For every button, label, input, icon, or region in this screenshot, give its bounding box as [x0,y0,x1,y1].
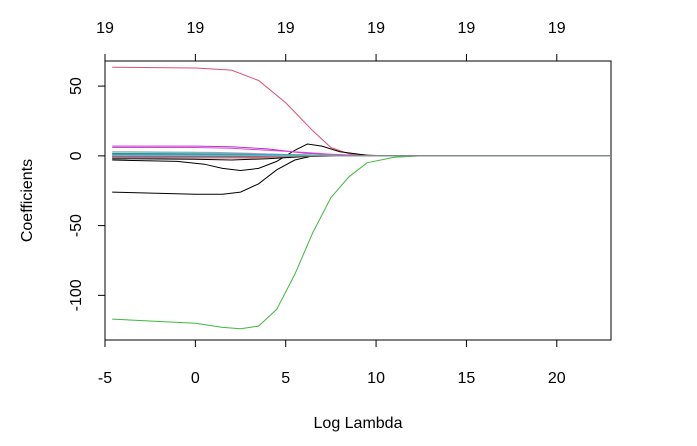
x-tick-label: 15 [458,370,476,387]
x-tick-label: 20 [548,370,566,387]
series-line-19 [112,155,611,159]
top-tick-label: 19 [458,20,476,37]
x-tick-label: 10 [367,370,385,387]
x-tick-label: 0 [191,370,200,387]
series-line-1 [112,66,611,157]
y-tick-label: -50 [68,214,85,237]
y-tick-label: 50 [68,77,85,95]
top-tick-label: 19 [548,20,566,37]
y-tick-label: 0 [68,151,85,160]
top-tick-label: 19 [96,20,114,37]
top-tick-label: 19 [277,20,295,37]
top-tick-label: 19 [367,20,385,37]
series-layer [112,66,611,330]
y-axis-label: Coefficients [19,159,36,242]
x-axis-label: Log Lambda [314,415,403,432]
series-line-2 [112,155,611,330]
x-tick-label: -5 [98,370,112,387]
plot-area-frame [104,60,612,341]
top-tick-label: 19 [186,20,204,37]
x-tick-label: 5 [281,370,290,387]
series-line-3 [112,154,611,195]
y-tick-label: -100 [68,279,85,311]
